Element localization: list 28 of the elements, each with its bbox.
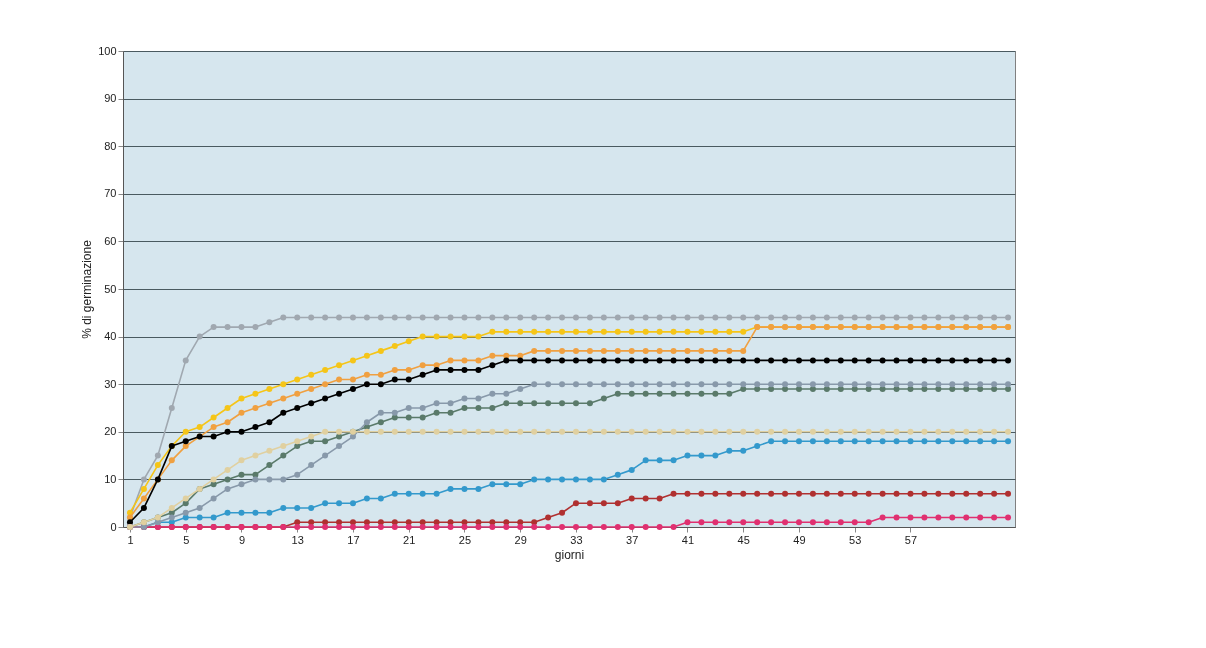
- x-tick-label: 5: [183, 533, 190, 546]
- y-tick-label: 40: [104, 330, 117, 343]
- y-tick-label: 20: [104, 425, 117, 438]
- x-tick-label: 49: [793, 533, 806, 546]
- x-tick-label: 21: [403, 533, 416, 546]
- x-tick-label: 9: [238, 533, 246, 546]
- x-tick-label: 37: [626, 533, 639, 546]
- y-tick-label: 0: [110, 520, 117, 533]
- y-tick-label: 50: [104, 282, 117, 295]
- y-tick-label: 60: [104, 234, 117, 247]
- y-tick-label: 70: [104, 187, 117, 200]
- x-tick-label: 29: [514, 533, 527, 546]
- x-tick-label: 57: [904, 533, 918, 546]
- x-tick-label: 17: [347, 533, 360, 546]
- y-tick-label: 30: [104, 377, 117, 390]
- x-tick-label: 13: [291, 533, 304, 546]
- y-axis-title: % di germinazione: [80, 239, 95, 339]
- y-tick-label: 90: [104, 92, 117, 105]
- x-axis-title: giorni: [554, 547, 585, 562]
- y-tick-label: 10: [104, 472, 117, 485]
- y-tick-label: 100: [98, 44, 117, 57]
- x-tick-label: 1: [127, 533, 134, 546]
- x-tick-label: 25: [458, 533, 472, 546]
- x-tick-label: 33: [570, 533, 583, 546]
- y-tick-label: 80: [104, 139, 117, 152]
- x-tick-label: 53: [849, 533, 862, 546]
- x-tick-label: 45: [737, 533, 750, 546]
- x-tick-label: 41: [681, 533, 695, 546]
